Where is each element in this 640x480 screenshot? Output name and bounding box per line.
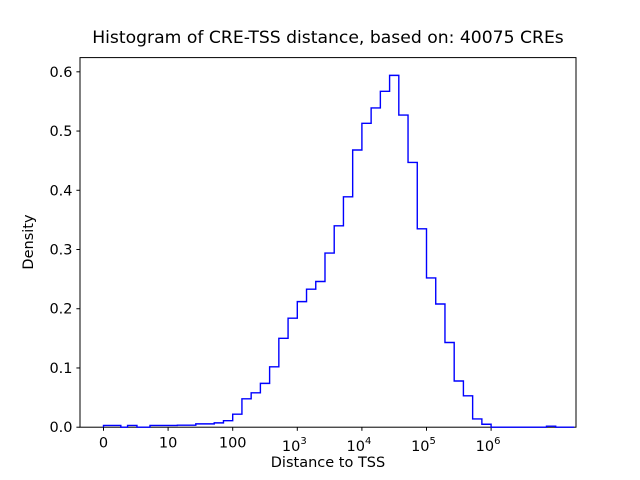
x-tick-label: 106 (476, 436, 501, 455)
y-tick-label: 0.5 (49, 124, 72, 140)
y-tick-label: 0.1 (49, 361, 72, 377)
x-tick-label: 100 (219, 436, 247, 452)
x-axis-label: Distance to TSS (270, 455, 386, 471)
plot-title: Histogram of CRE-TSS distance, based on:… (92, 28, 564, 48)
x-tick-label: 0 (99, 436, 108, 452)
y-tick-label: 0.6 (49, 65, 72, 81)
y-tick-label: 0.2 (49, 302, 72, 318)
histogram-step-line (102, 74, 575, 428)
y-tick-label: 0.4 (49, 183, 72, 199)
y-tick-label: 0.0 (49, 420, 72, 436)
x-tick-label: 105 (411, 436, 436, 455)
y-tick-label: 0.3 (49, 243, 72, 259)
y-axis-label: Density (21, 214, 37, 270)
x-tick-label: 104 (346, 436, 371, 455)
axes-frame (79, 57, 577, 428)
x-tick-label: 103 (282, 436, 307, 455)
x-tick-label: 10 (159, 436, 177, 452)
